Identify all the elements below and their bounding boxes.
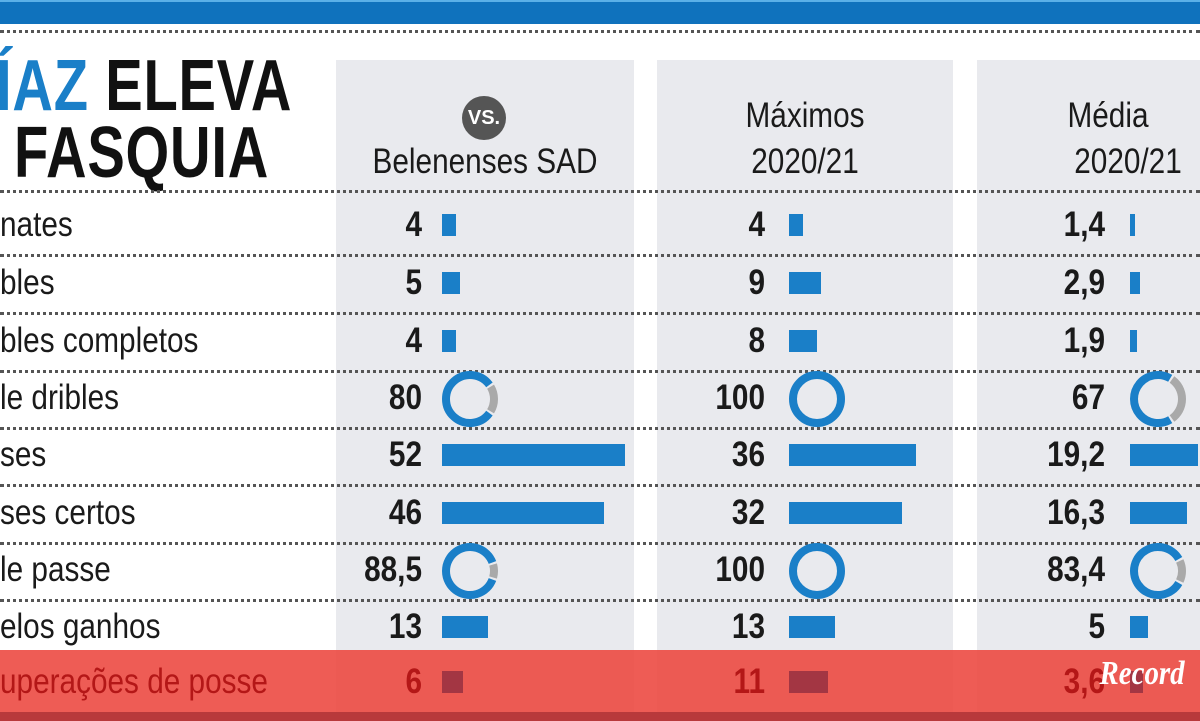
percentage-ring (1130, 371, 1186, 427)
value-bar (442, 272, 460, 294)
cell-value: 9 (748, 263, 765, 302)
cell-value: 2,9 (1063, 263, 1105, 302)
value-bar (789, 272, 821, 294)
value-bar (789, 444, 916, 466)
row-label: bles (0, 263, 55, 302)
cell-value: 5 (405, 263, 422, 302)
column-header-media-2: 2020/21 (1074, 142, 1182, 181)
row-divider (0, 254, 1200, 257)
cell-value: 4 (405, 205, 422, 244)
cell-value: 3,6 (1063, 662, 1105, 701)
value-bar (789, 671, 828, 693)
cell-value: 83,4 (1047, 550, 1105, 589)
value-bar (442, 444, 626, 466)
cell-value: 11 (733, 662, 765, 701)
cell-value: 36 (731, 435, 765, 474)
vs-badge: VS. (462, 96, 506, 140)
cell-value: 1,9 (1063, 321, 1105, 360)
cell-value: 100 (715, 378, 765, 417)
value-bar (1130, 616, 1148, 638)
highlight-row-background (0, 650, 1200, 712)
row-label: le passe (0, 550, 111, 589)
percentage-ring (789, 543, 845, 599)
row-divider (0, 599, 1200, 602)
row-label: elos ganhos (0, 607, 161, 646)
value-bar (1130, 502, 1188, 524)
cell-value: 4 (748, 205, 765, 244)
value-bar (1130, 671, 1143, 693)
cell-value: 13 (388, 607, 422, 646)
cell-value: 52 (388, 435, 422, 474)
ring-rest-arc (487, 384, 498, 414)
cell-value: 13 (731, 607, 765, 646)
value-bar (442, 330, 457, 352)
row-divider (0, 484, 1200, 487)
row-label: nates (0, 205, 73, 244)
value-bar (442, 214, 457, 236)
cell-value: 46 (388, 493, 422, 532)
cell-value: 19,2 (1047, 435, 1105, 474)
top-bar (0, 0, 1200, 24)
ring-value-arc (789, 543, 845, 599)
value-bar (1130, 214, 1135, 236)
percentage-ring (442, 543, 498, 599)
percentage-ring (789, 371, 845, 427)
row-label: bles completos (0, 321, 199, 360)
ring-value-arc (1130, 543, 1183, 599)
ring-rest-arc (1169, 376, 1186, 422)
record-logo: Record (1099, 655, 1185, 692)
row-label: le dribles (0, 378, 120, 417)
divider (0, 30, 1200, 33)
cell-value: 1,4 (1063, 205, 1105, 244)
row-divider (0, 312, 1200, 315)
ring-value-arc (1130, 371, 1173, 427)
cell-value: 6 (405, 662, 422, 701)
percentage-ring (442, 371, 498, 427)
percentage-ring (1130, 543, 1186, 599)
bottom-strip (0, 712, 1200, 721)
value-bar (1130, 330, 1137, 352)
column-header-media-1: Média (1067, 96, 1149, 135)
column-header-maximos-2: 2020/21 (751, 142, 859, 181)
cell-value: 32 (731, 493, 765, 532)
column-panel-belenenses (336, 60, 634, 721)
value-bar (789, 214, 804, 236)
ring-rest-arc (1176, 559, 1186, 583)
cell-value: 88,5 (364, 550, 422, 589)
row-label: ses certos (0, 493, 136, 532)
value-bar (442, 502, 604, 524)
cell-value: 8 (748, 321, 765, 360)
cell-value: 5 (1088, 607, 1105, 646)
title-text: ELEVA (105, 46, 293, 126)
value-bar (1130, 444, 1198, 466)
value-bar (789, 330, 818, 352)
ring-value-arc (442, 543, 497, 599)
column-panel-maximos (657, 60, 953, 721)
cell-value: 80 (388, 378, 422, 417)
ring-value-arc (442, 371, 493, 427)
value-bar (789, 502, 902, 524)
title-highlight: ÍAZ (0, 46, 89, 126)
title-line-1: ÍAZ ELEVA (0, 50, 292, 122)
cell-value: 67 (1071, 378, 1105, 417)
title-line-2: FASQUIA (14, 113, 270, 193)
cell-value: 16,3 (1047, 493, 1105, 532)
divider (0, 190, 1200, 193)
column-header-belenenses: Belenenses SAD (372, 142, 598, 181)
value-bar (442, 616, 488, 638)
ring-value-arc (789, 371, 845, 427)
cell-value: 4 (405, 321, 422, 360)
column-header-maximos-1: Máximos (745, 96, 865, 135)
value-bar (442, 671, 464, 693)
row-label: uperações de posse (0, 662, 268, 701)
row-label: ses (0, 435, 47, 474)
value-bar (789, 616, 835, 638)
row-divider (0, 370, 1200, 373)
row-divider (0, 427, 1200, 430)
cell-value: 100 (715, 550, 765, 589)
column-panel-media (977, 60, 1200, 721)
ring-rest-arc (489, 563, 498, 579)
value-bar (1130, 272, 1141, 294)
row-divider (0, 542, 1200, 545)
